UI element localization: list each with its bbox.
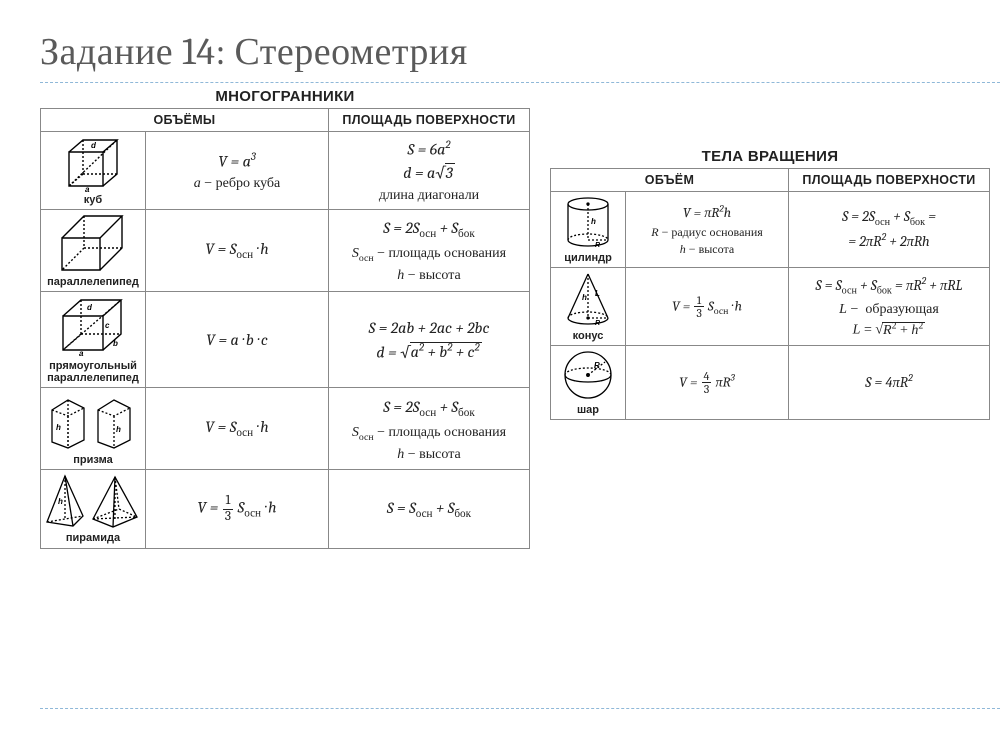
volume-formula: V = 13 Sосн · h <box>146 470 329 548</box>
page-title: Задание 14: Стереометрия <box>40 30 970 74</box>
svg-text:a: a <box>85 185 90 192</box>
svg-text:h: h <box>58 497 63 506</box>
divider-bottom <box>40 708 1000 709</box>
shape-label: пирамида <box>43 532 143 544</box>
shape-cell-rect_parallelepiped: a bc d прямоугольный параллелепипед <box>41 292 146 388</box>
svg-text:c: c <box>105 321 110 330</box>
volume-formula: V = 13 Sосн · h <box>626 268 789 346</box>
shape-cell-sphere: Rшар <box>551 346 626 420</box>
surface-formula: S = Sосн + Sбок = πR2 + πRLL − образующа… <box>789 268 990 346</box>
table-row: d a кубV = a3a − ребро кубаS = 6a2d = a√3д… <box>41 132 530 210</box>
shape-label: цилиндр <box>553 252 623 264</box>
col-volume-header: ОБЪЁМЫ <box>41 109 329 132</box>
surface-formula: S = 2Sосн + SбокSосн − площадь основания… <box>329 388 530 470</box>
surface-formula: S = 2Sосн + Sбок == 2πR2 + 2πRh <box>789 192 990 268</box>
surface-formula: S = Sосн + Sбок <box>329 470 530 548</box>
shape-label: шар <box>553 404 623 416</box>
svg-text:R: R <box>595 320 600 327</box>
content-columns: МНОГОГРАННИКИ ОБЪЁМЫ ПЛОЩАДЬ ПОВЕРХНОСТИ… <box>40 86 970 549</box>
shape-cell-cube: d a куб <box>41 132 146 210</box>
svg-text:h: h <box>582 293 587 302</box>
svg-text:h: h <box>116 425 121 434</box>
shape-label: призма <box>43 454 143 466</box>
col-surface-header: ПЛОЩАДЬ ПОВЕРХНОСТИ <box>329 109 530 132</box>
volume-formula: V = 43 πR3 <box>626 346 789 420</box>
table-row: h RцилиндрV = πR2hR − радиус основанияh −… <box>551 192 990 268</box>
revolution-heading: ТЕЛА ВРАЩЕНИЯ <box>550 148 990 165</box>
table-row: a bc d прямоугольный параллелепипедV = a · … <box>41 292 530 388</box>
shape-label: куб <box>43 194 143 206</box>
table-row: h пирамидаV = 13 Sосн · hS = Sосн + Sбок <box>41 470 530 548</box>
polyhedra-table: ОБЪЁМЫ ПЛОЩАДЬ ПОВЕРХНОСТИ d a кубV = a3a … <box>40 108 530 549</box>
shape-label: прямоугольный параллелепипед <box>43 360 143 384</box>
svg-text:b: b <box>113 339 118 348</box>
shape-cell-cone: Lh Rконус <box>551 268 626 346</box>
table-row: RшарV = 43 πR3S = 4πR2 <box>551 346 990 420</box>
volume-formula: V = a · b · c <box>146 292 329 388</box>
col-volume-header-r: ОБЪЁМ <box>551 169 789 192</box>
shape-cell-cylinder: h Rцилиндр <box>551 192 626 268</box>
revolution-table: ОБЪЁМ ПЛОЩАДЬ ПОВЕРХНОСТИ h RцилиндрV = π… <box>550 168 990 420</box>
svg-text:d: d <box>87 303 93 312</box>
slide: Задание 14: Стереометрия МНОГОГРАННИКИ О… <box>0 0 1000 749</box>
svg-text:h: h <box>56 423 61 432</box>
svg-text:L: L <box>595 289 600 298</box>
table-row: Lh RконусV = 13 Sосн · hS = Sосн + Sбок =… <box>551 268 990 346</box>
surface-formula: S = 6a2d = a√3длина диагонали <box>329 132 530 210</box>
shape-cell-pyramid: h пирамида <box>41 470 146 548</box>
polyhedra-section: МНОГОГРАННИКИ ОБЪЁМЫ ПЛОЩАДЬ ПОВЕРХНОСТИ… <box>40 86 530 549</box>
surface-formula: S = 4πR2 <box>789 346 990 420</box>
volume-formula: V = Sосн · h <box>146 388 329 470</box>
shape-label: конус <box>553 330 623 342</box>
revolution-body: h RцилиндрV = πR2hR − радиус основанияh −… <box>551 192 990 420</box>
col-surface-header-r: ПЛОЩАДЬ ПОВЕРХНОСТИ <box>789 169 990 192</box>
svg-text:a: a <box>79 349 84 358</box>
shape-cell-prism: h h призма <box>41 388 146 470</box>
volume-formula: V = πR2hR − радиус основанияh − высота <box>626 192 789 268</box>
divider-top <box>40 82 1000 83</box>
table-row: h h призмаV = Sосн · hS = 2Sосн + SбокSосн… <box>41 388 530 470</box>
volume-formula: V = a3a − ребро куба <box>146 132 329 210</box>
svg-text:R: R <box>595 242 600 249</box>
polyhedra-body: d a кубV = a3a − ребро кубаS = 6a2d = a√3д… <box>41 132 530 549</box>
shape-cell-parallelepiped: параллелепипед <box>41 210 146 292</box>
svg-text:d: d <box>91 141 97 150</box>
table-row: параллелепипедV = Sосн · hS = 2Sосн + Sб… <box>41 210 530 292</box>
surface-formula: S = 2Sосн + SбокSосн − площадь основания… <box>329 210 530 292</box>
shape-label: параллелепипед <box>43 276 143 288</box>
revolution-section: ТЕЛА ВРАЩЕНИЯ ОБЪЁМ ПЛОЩАДЬ ПОВЕРХНОСТИ … <box>550 146 990 420</box>
svg-text:h: h <box>591 217 596 226</box>
volume-formula: V = Sосн · h <box>146 210 329 292</box>
surface-formula: S = 2ab + 2ac + 2bcd = √a2 + b2 + c2 <box>329 292 530 388</box>
polyhedra-heading: МНОГОГРАННИКИ <box>40 88 530 105</box>
svg-text:R: R <box>594 361 600 370</box>
